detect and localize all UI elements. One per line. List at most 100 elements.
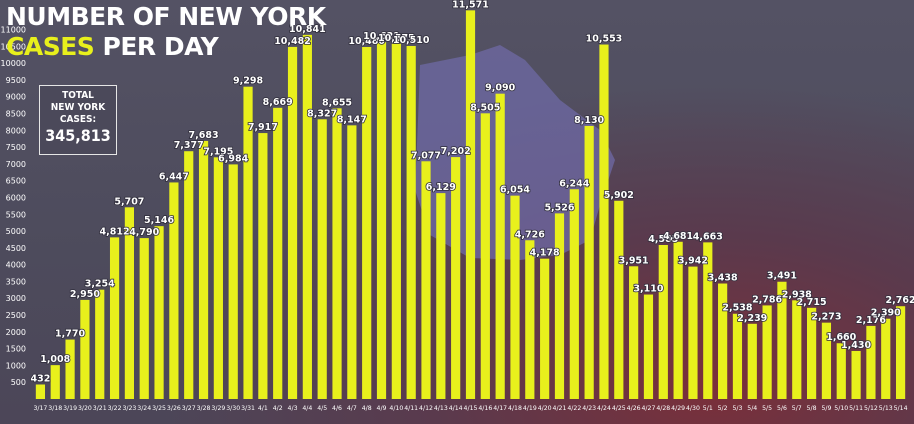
data-label: 11,571 <box>452 0 489 10</box>
data-label: 10,621 <box>363 31 400 42</box>
x-tick-label: 4/5 <box>317 405 327 412</box>
x-tick-label: 4/19 <box>523 405 537 412</box>
data-label: 4,663 <box>693 231 723 242</box>
bar <box>480 113 490 400</box>
x-tick-label: 4/9 <box>377 405 387 412</box>
x-tick-label: 4/21 <box>553 405 567 412</box>
x-tick-label: 5/14 <box>894 405 908 412</box>
data-label: 2,239 <box>737 313 767 324</box>
data-label: 7,195 <box>203 146 233 157</box>
bar <box>807 307 817 399</box>
bar <box>673 241 683 399</box>
total-label-line2: NEW YORK <box>50 102 106 113</box>
x-tick-label: 4/2 <box>273 405 283 412</box>
data-label: 4,812 <box>100 226 130 237</box>
x-tick-label: 3/28 <box>197 405 211 412</box>
x-tick-label: 3/30 <box>226 405 240 412</box>
x-tick-label: 4/27 <box>642 405 656 412</box>
data-label: 6,244 <box>559 178 589 189</box>
data-label: 7,077 <box>411 150 441 161</box>
x-tick-label: 3/27 <box>182 405 196 412</box>
data-label: 3,438 <box>708 273 738 284</box>
bar <box>895 306 906 399</box>
y-tick-label: 10000 <box>1 59 26 68</box>
bar <box>317 119 327 399</box>
data-label: 3,110 <box>633 284 663 295</box>
data-label: 6,129 <box>426 182 456 193</box>
y-tick-label: 6500 <box>6 177 26 186</box>
data-label: 6,447 <box>159 171 189 182</box>
data-label: 3,942 <box>678 256 708 267</box>
data-label: 4,790 <box>129 227 159 238</box>
bar <box>658 244 668 399</box>
x-tick-label: 4/14 <box>449 405 463 412</box>
x-tick-label: 5/3 <box>732 405 742 412</box>
bar <box>465 10 476 400</box>
x-tick-label: 3/29 <box>211 405 225 412</box>
ny-state-map-silhouette <box>415 45 615 260</box>
x-tick-label: 4/18 <box>508 405 522 412</box>
x-tick-label: 5/5 <box>762 405 772 412</box>
bar <box>881 318 891 399</box>
x-tick-label: 3/18 <box>48 405 62 412</box>
bar <box>287 46 298 400</box>
data-label: 2,538 <box>722 303 752 314</box>
x-tick-label: 4/17 <box>493 405 507 412</box>
x-tick-label: 4/16 <box>478 405 492 412</box>
total-label-line1: TOTAL <box>62 90 94 101</box>
data-label: 10,482 <box>274 36 311 47</box>
data-label: 8,669 <box>263 97 293 108</box>
data-label: 2,176 <box>856 315 886 326</box>
data-label: 7,202 <box>441 146 471 157</box>
y-tick-label: 6000 <box>6 193 26 202</box>
bar <box>821 322 832 399</box>
x-tick-label: 4/30 <box>686 405 700 412</box>
x-tick-label: 3/22 <box>108 405 122 412</box>
x-tick-label: 5/1 <box>703 405 713 412</box>
x-tick-label: 5/12 <box>864 405 878 412</box>
x-tick-label: 3/21 <box>93 405 107 412</box>
bar <box>376 42 387 399</box>
data-label: 2,938 <box>782 289 812 300</box>
data-label: 10,553 <box>586 34 623 45</box>
y-tick-label: 500 <box>11 378 26 387</box>
bar <box>362 46 372 399</box>
x-tick-label: 4/25 <box>612 405 626 412</box>
total-label-line3: CASES: <box>59 114 97 125</box>
data-label: 6,054 <box>500 185 530 196</box>
bar <box>124 207 134 399</box>
y-tick-label: 8500 <box>6 109 26 118</box>
data-label: 4,585 <box>648 234 678 245</box>
bar <box>599 44 609 399</box>
data-label: 10,575 <box>378 33 415 44</box>
x-tick-label: 3/20 <box>78 405 92 412</box>
y-tick-label: 1000 <box>6 361 26 370</box>
x-tick-label: 5/8 <box>807 405 817 412</box>
chart-title-rest: PER DAY <box>102 32 219 61</box>
data-label: 7,377 <box>174 140 204 151</box>
bar <box>80 299 90 399</box>
bar <box>139 238 149 399</box>
bar <box>302 34 312 400</box>
data-label: 3,951 <box>619 255 649 266</box>
chart-title-line1: NUMBER OF NEW YORK <box>6 2 326 31</box>
x-tick-label: 4/26 <box>627 405 641 412</box>
data-label: 6,984 <box>218 153 248 164</box>
x-tick-label: 4/22 <box>567 405 581 412</box>
bar <box>762 305 772 399</box>
bar <box>777 281 787 399</box>
bar <box>554 213 565 399</box>
bar <box>747 323 757 399</box>
y-tick-label: 3500 <box>6 277 26 286</box>
x-tick-label: 4/3 <box>288 405 298 412</box>
data-label: 9,090 <box>485 83 515 94</box>
bar <box>95 289 105 399</box>
data-label: 1,008 <box>40 354 70 365</box>
x-tick-label: 4/11 <box>404 405 418 412</box>
data-label: 1,660 <box>826 332 856 343</box>
bar <box>347 125 357 399</box>
bar <box>629 266 639 399</box>
x-tick-label: 5/10 <box>834 405 848 412</box>
